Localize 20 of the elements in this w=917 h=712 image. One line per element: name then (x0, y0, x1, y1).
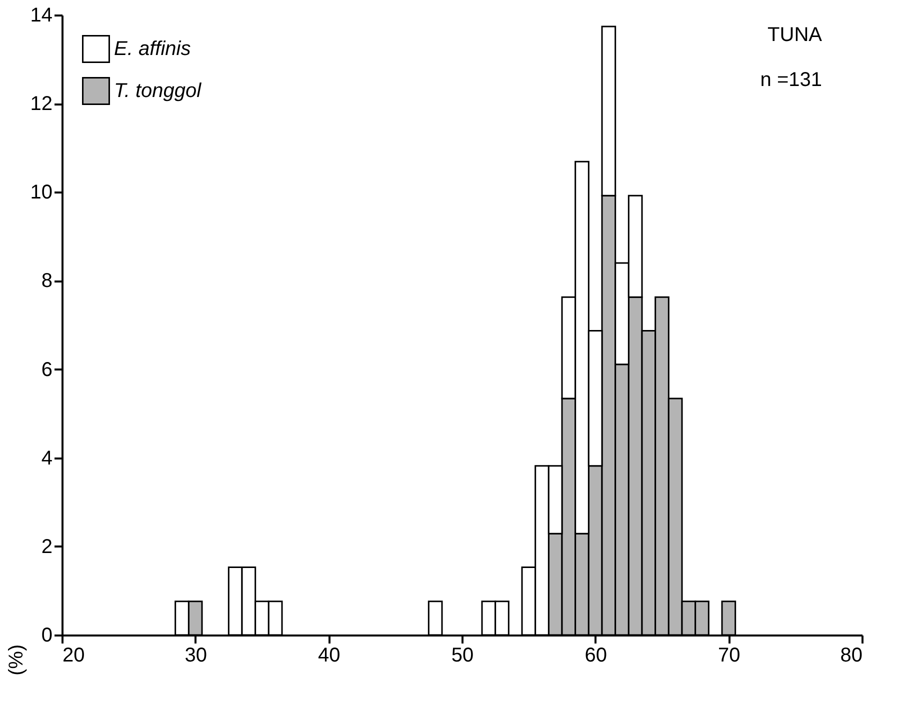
y-tick-label: 10 (30, 182, 52, 204)
x-tick-label: 30 (184, 644, 207, 666)
annotation: n =131 (760, 69, 822, 91)
annotation: TUNA (768, 24, 823, 46)
x-tick-label: 60 (584, 644, 607, 666)
y-tick-label: 6 (41, 358, 52, 381)
y-tick-label: 14 (30, 4, 52, 26)
x-tick-label: 80 (840, 644, 862, 666)
y-tick-label: 8 (41, 270, 52, 292)
legend-label: T. tonggol (114, 80, 202, 102)
y-tick-label: 2 (41, 536, 52, 558)
y-tick-label: 0 (41, 624, 52, 646)
y-tick-label: 12 (30, 93, 52, 116)
x-tick-label: 20 (62, 644, 85, 666)
x-tick-label: 40 (318, 644, 340, 666)
y-axis-title: (%) (5, 644, 28, 676)
legend-label: E. affinis (114, 38, 191, 60)
x-tick-label: 70 (718, 644, 740, 666)
x-tick-label: 50 (451, 644, 474, 666)
y-tick-label: 4 (41, 447, 52, 470)
